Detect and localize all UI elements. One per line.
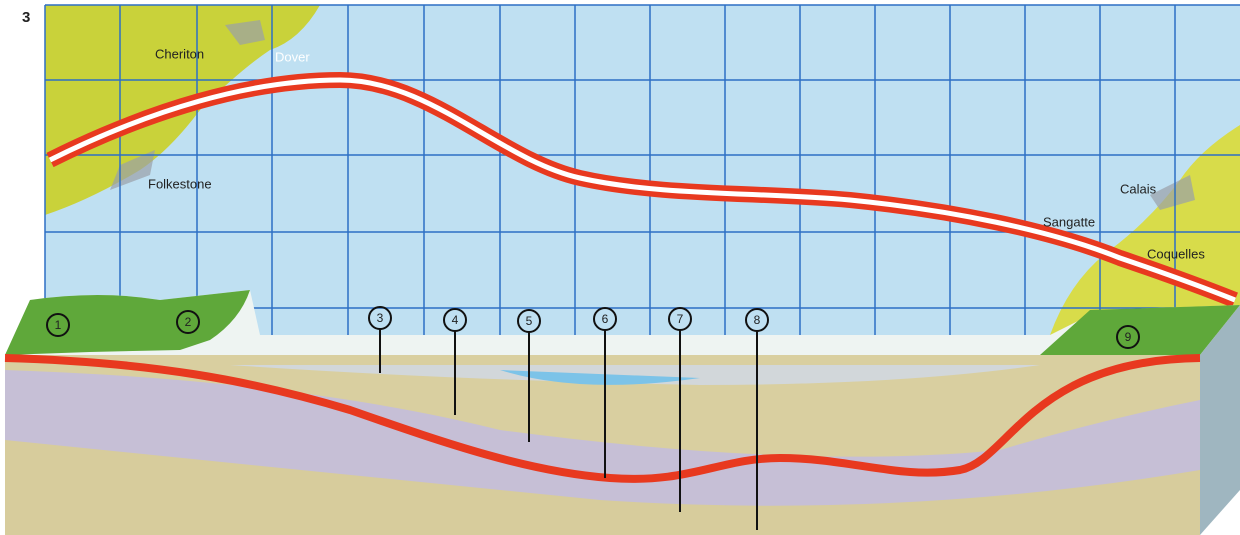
land-top-england	[5, 290, 250, 355]
section-top	[5, 290, 1240, 355]
place-label: Calais	[1120, 181, 1157, 196]
marker-label: 2	[185, 315, 192, 329]
figure-number: 3	[22, 9, 30, 26]
place-label: Coquelles	[1147, 246, 1205, 261]
stratum	[230, 365, 1040, 385]
place-label: Cheriton	[155, 46, 204, 61]
stratum	[5, 440, 1200, 535]
tunnel-route-gap	[48, 77, 1236, 303]
markers: 1 2 3 4 5 6 7 8 9	[46, 306, 1140, 530]
marker-label: 3	[377, 311, 384, 325]
town-area	[110, 20, 265, 190]
place-label: Sangatte	[1043, 214, 1095, 229]
marker-label: 6	[602, 312, 609, 326]
place-label: Dover	[275, 49, 310, 64]
sea-bed	[500, 370, 700, 385]
section-side	[1200, 305, 1240, 535]
marker-label: 4	[452, 313, 459, 327]
marker-label: 5	[526, 314, 533, 328]
place-label: Folkestone	[148, 176, 212, 191]
marker-label: 9	[1125, 330, 1132, 344]
map-grid	[44, 4, 1240, 335]
marker-label: 8	[754, 313, 761, 327]
land-top-france	[1040, 305, 1240, 355]
marker-label: 7	[677, 312, 684, 326]
marker-label: 1	[55, 318, 62, 332]
town-area	[1150, 175, 1195, 210]
